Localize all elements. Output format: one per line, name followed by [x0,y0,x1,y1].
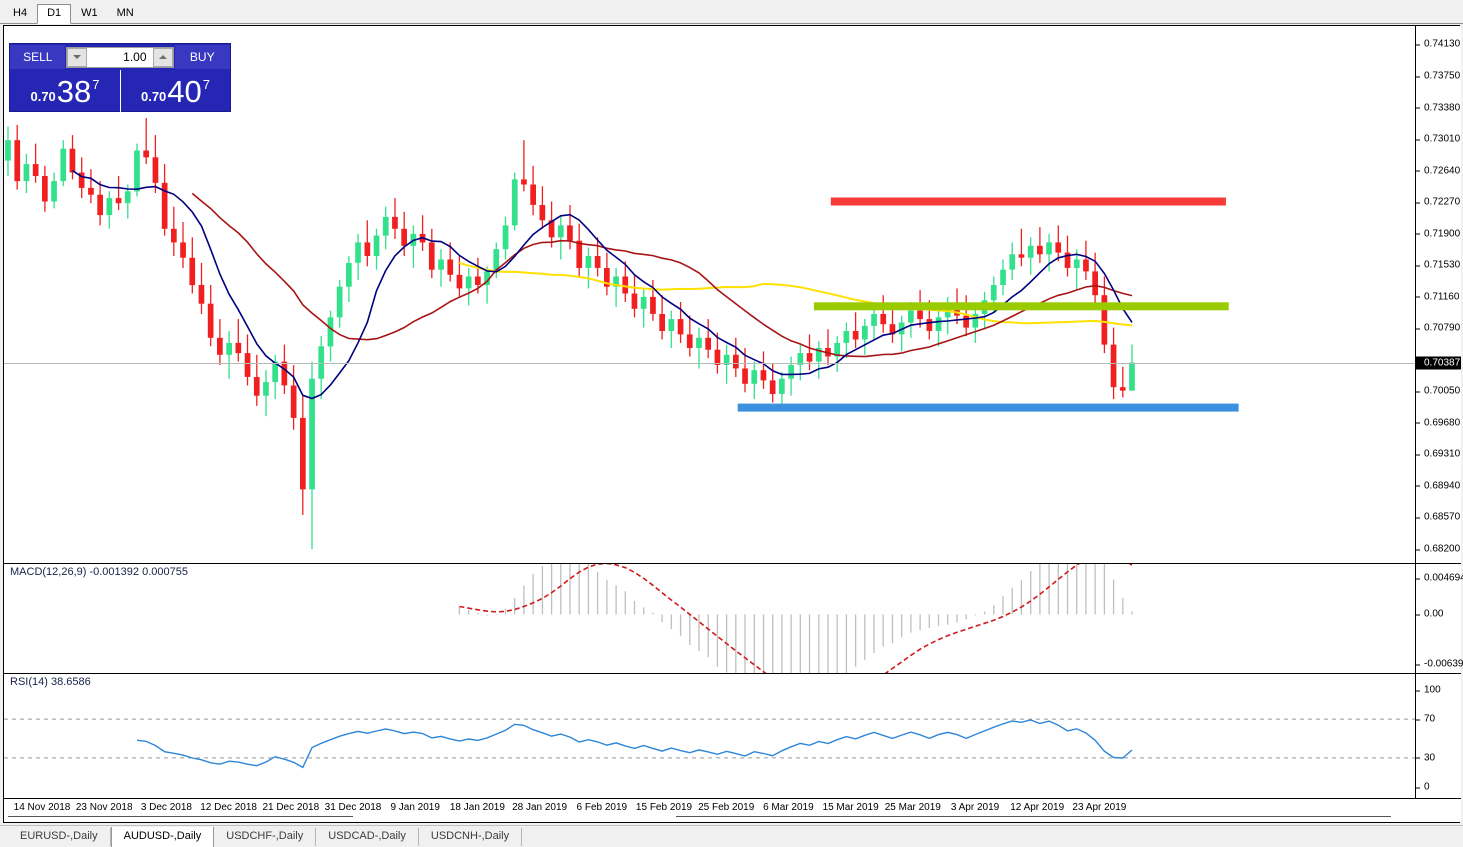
rsi-tick-label: 100 [1416,685,1461,696]
time-axis-label: 6 Feb 2019 [576,802,628,813]
time-axis-label: 23 Nov 2018 [75,802,133,813]
time-axis-label: 14 Nov 2018 [13,802,71,813]
symbol-tab-audusd[interactable]: AUDUSD-,Daily [110,826,215,847]
time-axis-label: 28 Jan 2019 [512,802,568,813]
rsi-tick-label: 30 [1416,752,1461,763]
time-axis-label: 31 Dec 2018 [324,802,382,813]
sell-button[interactable]: SELL [10,45,66,69]
price-tick-label: 0.73750 [1416,71,1461,82]
time-axis-underline [676,816,1391,817]
time-axis-label: 15 Feb 2019 [635,802,693,813]
price-tick-label: 0.73010 [1416,134,1461,145]
time-axis-label: 25 Mar 2019 [884,802,941,813]
buy-price-cell[interactable]: 0.70 40 7 [120,70,230,113]
time-axis-label: 23 Apr 2019 [1072,802,1127,813]
price-tick-label: 0.71160 [1416,291,1461,302]
buy-price-prefix: 0.70 [140,89,167,104]
chevron-up-icon [158,55,167,59]
one-click-trading-panel: SELL 1.00 BUY 0.70 38 7 [9,43,231,113]
price-tick-label: 0.72270 [1416,197,1461,208]
rsi-chart-canvas [4,718,1415,769]
price-axis-scale[interactable]: 0.74130 0.73750 0.73380 0.73010 0.72640 0.722… [1415,26,1461,563]
time-axis[interactable]: 14 Nov 2018 23 Nov 2018 3 Dec 2018 12 Dec 2… [4,798,1461,822]
price-tick-label: 0.71530 [1416,260,1461,271]
macd-pane: MACD(12,26,9) -0.001392 0.000755 [4,563,1415,674]
time-axis-label: 12 Apr 2019 [1010,802,1065,813]
price-tick-label: 0.69680 [1416,417,1461,428]
sell-price-main: 38 [56,74,92,109]
price-tick-label: 0.74130 [1416,39,1461,50]
rsi-axis-scale: 100 70 30 0 [1415,673,1461,798]
time-axis-label: 3 Apr 2019 [950,802,1000,813]
trade-panel-top-row: SELL 1.00 BUY [10,44,230,70]
timeframe-button-d1[interactable]: D1 [37,4,72,24]
current-price-line [4,362,1415,364]
lot-increase-button[interactable] [152,47,173,67]
chart-window: AUDUSD-,Daily 0.70161 0.70600 0.70064 0.… [3,25,1463,823]
price-chart-canvas [5,118,1239,549]
rsi-pane: RSI(14) 38.6586 [4,673,1415,798]
timeframe-button-w1[interactable]: W1 [81,7,98,19]
sell-price-fraction: 7 [92,77,100,92]
buy-button[interactable]: BUY [174,45,230,69]
macd-tick-label: 0.00 [1416,609,1461,620]
symbol-tab-usdcnh[interactable]: USDCNH-,Daily [419,827,523,846]
price-tick-label: 0.71900 [1416,228,1461,239]
price-tick-label: 0.68940 [1416,480,1461,491]
time-axis-label: 9 Jan 2019 [390,802,440,813]
price-tick-label: 0.73380 [1416,102,1461,113]
price-pane [4,26,1415,563]
macd-tick-label: -0.00639 [1416,659,1463,670]
time-axis-underline [8,816,353,817]
symbol-tab-bar: EURUSD-,Daily AUDUSD-,Daily USDCHF-,Daily U… [0,825,1463,847]
lot-decrease-button[interactable] [67,47,88,67]
timeframe-button-h4[interactable]: H4 [13,7,28,19]
lot-size-input[interactable]: 1.00 [123,50,147,64]
macd-indicator-label: MACD(12,26,9) -0.001392 0.000755 [10,566,188,578]
price-tick-label: 0.68200 [1416,544,1461,555]
current-price-tick: 0.70387 [1416,356,1461,370]
macd-chart-canvas [458,564,1133,674]
sell-price-prefix: 0.70 [30,89,56,104]
price-tick-label: 0.68570 [1416,512,1461,523]
price-tick-label: 0.69310 [1416,449,1461,460]
time-axis-label: 3 Dec 2018 [140,802,192,813]
symbol-tab-usdcad[interactable]: USDCAD-,Daily [316,827,419,846]
time-axis-label: 15 Mar 2019 [822,802,879,813]
chevron-down-icon [73,55,82,59]
timeframe-button-mn[interactable]: MN [116,7,134,19]
trade-panel-prices: 0.70 38 7 0.70 40 7 [10,70,230,113]
time-axis-label: 18 Jan 2019 [449,802,505,813]
time-axis-label: 21 Dec 2018 [262,802,320,813]
sell-price-cell[interactable]: 0.70 38 7 [10,70,120,113]
price-tick-label: 0.70050 [1416,386,1461,397]
price-tick-label: 0.70790 [1416,323,1461,334]
buy-price-fraction: 7 [202,77,211,92]
rsi-indicator-label: RSI(14) 38.6586 [10,676,91,688]
rsi-tick-label: 70 [1416,714,1461,725]
time-axis-label: 12 Dec 2018 [200,802,257,813]
rsi-tick-label: 0 [1416,782,1461,793]
symbol-tab-usdchf[interactable]: USDCHF-,Daily [214,827,317,846]
symbol-tab-eurusd[interactable]: EURUSD-,Daily [8,827,111,846]
time-axis-label: 6 Mar 2019 [763,802,814,813]
price-tick-label: 0.72640 [1416,165,1461,176]
macd-tick-label: 0.004694 [1416,573,1463,584]
macd-axis-scale: 0.004694 0.00 -0.00639 [1415,563,1463,673]
lot-size-stepper[interactable]: 1.00 [66,46,174,68]
buy-price-main: 40 [167,74,202,109]
time-axis-label: 25 Feb 2019 [698,802,755,813]
timeframe-toolbar: H4 D1 W1 MN [0,0,1463,24]
